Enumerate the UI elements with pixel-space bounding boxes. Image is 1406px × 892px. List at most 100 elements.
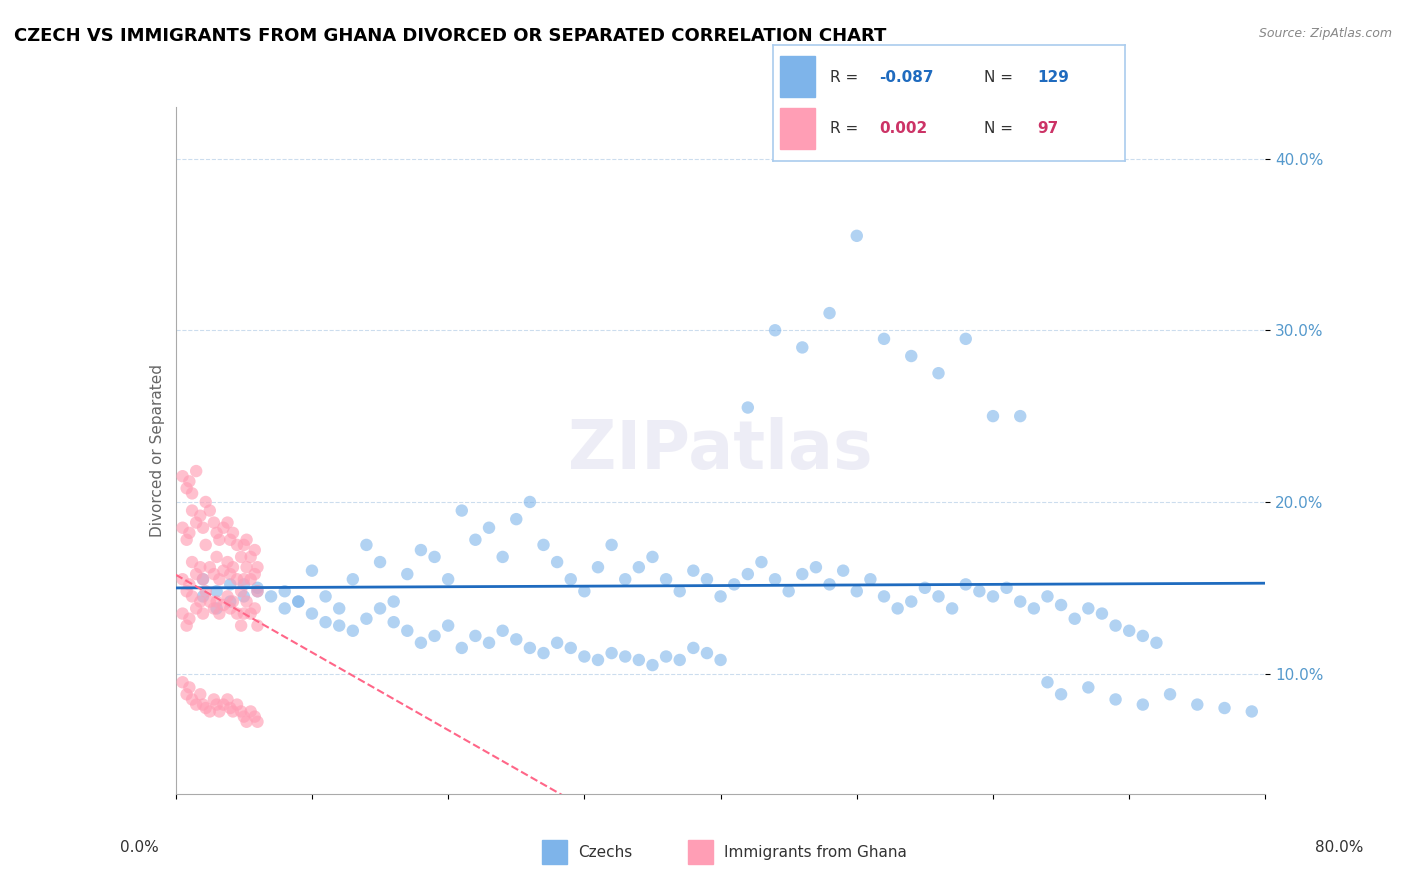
- Immigrants from Ghana: [208, 705, 231, 719]
- Immigrants from Ghana: [217, 555, 239, 569]
- Czechs: [368, 601, 391, 615]
- Immigrants from Ghana: [181, 692, 204, 706]
- Czechs: [737, 567, 759, 582]
- Czechs: [437, 572, 460, 586]
- Immigrants from Ghana: [176, 687, 198, 701]
- Immigrants from Ghana: [217, 516, 239, 530]
- Immigrants from Ghana: [222, 560, 245, 574]
- Immigrants from Ghana: [239, 705, 262, 719]
- Immigrants from Ghana: [246, 560, 269, 574]
- Czechs: [382, 594, 405, 608]
- Immigrants from Ghana: [219, 701, 242, 715]
- Czechs: [941, 601, 963, 615]
- Czechs: [641, 549, 664, 564]
- Immigrants from Ghana: [188, 687, 211, 701]
- Czechs: [450, 503, 472, 517]
- Immigrants from Ghana: [188, 508, 211, 523]
- Text: -0.087: -0.087: [879, 70, 934, 85]
- Czechs: [1240, 705, 1263, 719]
- Czechs: [191, 572, 214, 586]
- Czechs: [328, 618, 350, 632]
- Czechs: [1159, 687, 1181, 701]
- Czechs: [301, 564, 323, 578]
- Czechs: [928, 590, 950, 604]
- Czechs: [356, 612, 378, 626]
- Czechs: [519, 640, 541, 655]
- Czechs: [981, 590, 1004, 604]
- Immigrants from Ghana: [181, 503, 204, 517]
- Immigrants from Ghana: [191, 698, 214, 712]
- Czechs: [1118, 624, 1140, 638]
- Immigrants from Ghana: [231, 618, 253, 632]
- Immigrants from Ghana: [231, 549, 253, 564]
- Czechs: [737, 401, 759, 415]
- Immigrants from Ghana: [212, 521, 235, 535]
- Text: 0.0%: 0.0%: [120, 840, 159, 855]
- Czechs: [886, 601, 908, 615]
- Czechs: [1091, 607, 1114, 621]
- Czechs: [600, 646, 623, 660]
- Immigrants from Ghana: [176, 481, 198, 495]
- Czechs: [492, 549, 515, 564]
- Czechs: [1213, 701, 1236, 715]
- Immigrants from Ghana: [232, 709, 254, 723]
- Immigrants from Ghana: [226, 572, 249, 586]
- Immigrants from Ghana: [235, 594, 257, 608]
- Czechs: [274, 601, 297, 615]
- Text: 80.0%: 80.0%: [1316, 840, 1364, 855]
- Immigrants from Ghana: [246, 584, 269, 599]
- Czechs: [356, 538, 378, 552]
- Czechs: [614, 572, 637, 586]
- Immigrants from Ghana: [232, 607, 254, 621]
- Czechs: [600, 538, 623, 552]
- Czechs: [533, 538, 555, 552]
- Czechs: [191, 590, 214, 604]
- Immigrants from Ghana: [231, 584, 253, 599]
- Czechs: [710, 653, 733, 667]
- Immigrants from Ghana: [188, 594, 211, 608]
- Immigrants from Ghana: [198, 560, 221, 574]
- Immigrants from Ghana: [172, 572, 194, 586]
- Immigrants from Ghana: [202, 601, 225, 615]
- Text: Source: ZipAtlas.com: Source: ZipAtlas.com: [1258, 27, 1392, 40]
- Immigrants from Ghana: [202, 516, 225, 530]
- Czechs: [1144, 636, 1167, 650]
- Czechs: [1010, 594, 1032, 608]
- Czechs: [804, 560, 827, 574]
- Immigrants from Ghana: [222, 525, 245, 540]
- Immigrants from Ghana: [186, 464, 208, 478]
- Immigrants from Ghana: [172, 675, 194, 690]
- Immigrants from Ghana: [181, 555, 204, 569]
- Czechs: [763, 323, 786, 337]
- Czechs: [464, 533, 486, 547]
- Czechs: [627, 560, 650, 574]
- Czechs: [382, 615, 405, 630]
- Immigrants from Ghana: [186, 601, 208, 615]
- Czechs: [219, 594, 242, 608]
- Immigrants from Ghana: [235, 533, 257, 547]
- Immigrants from Ghana: [176, 584, 198, 599]
- Czechs: [710, 590, 733, 604]
- Czechs: [614, 649, 637, 664]
- Immigrants from Ghana: [219, 533, 242, 547]
- Czechs: [1036, 675, 1059, 690]
- Czechs: [505, 632, 527, 647]
- Immigrants from Ghana: [222, 705, 245, 719]
- Czechs: [682, 640, 704, 655]
- Immigrants from Ghana: [186, 698, 208, 712]
- Czechs: [464, 629, 486, 643]
- Immigrants from Ghana: [226, 538, 249, 552]
- Czechs: [1077, 601, 1099, 615]
- Czechs: [845, 228, 868, 243]
- Czechs: [450, 640, 472, 655]
- Czechs: [274, 584, 297, 599]
- Czechs: [1077, 681, 1099, 695]
- Immigrants from Ghana: [194, 495, 217, 509]
- Text: R =: R =: [830, 70, 863, 85]
- Czechs: [655, 649, 678, 664]
- Czechs: [396, 567, 419, 582]
- Czechs: [1132, 629, 1154, 643]
- Czechs: [368, 555, 391, 569]
- Czechs: [246, 581, 269, 595]
- Bar: [688, 840, 713, 864]
